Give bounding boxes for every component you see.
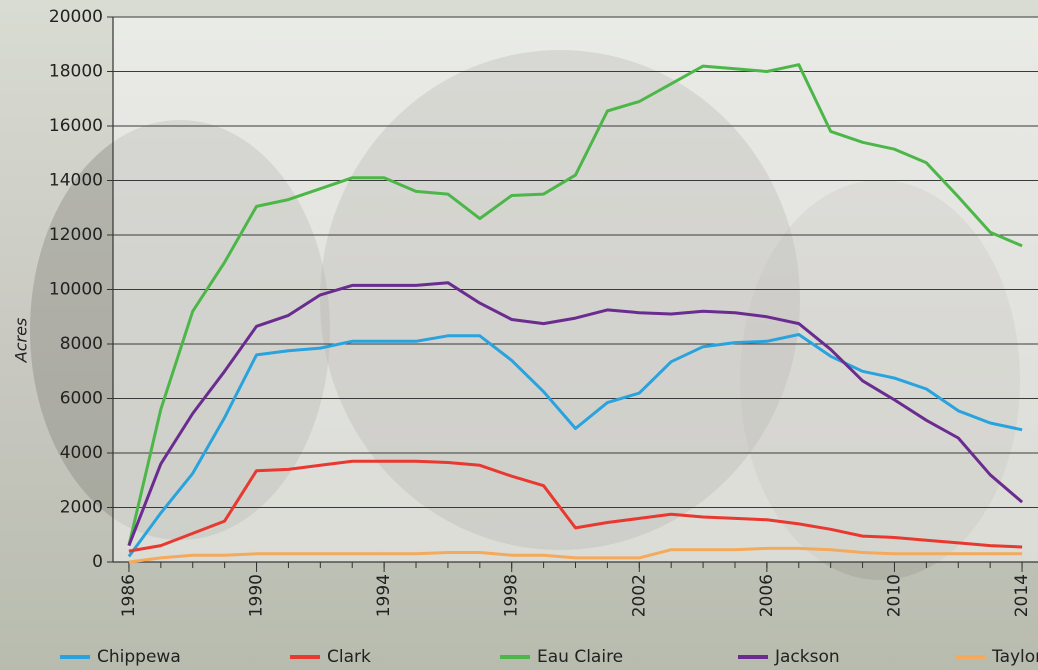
- legend-label: Jackson: [774, 647, 840, 667]
- x-tick-label: 1998: [502, 574, 522, 617]
- legend-label: Eau Claire: [537, 647, 623, 667]
- x-tick-label: 1994: [374, 574, 394, 617]
- y-axis-label: Acres: [12, 318, 31, 364]
- x-tick-label: 1986: [119, 574, 139, 617]
- chart: Acres 0 2000 4000 6000 8000 10000 12000 14000 16…: [0, 0, 1038, 670]
- x-tick-label: 2006: [757, 574, 777, 617]
- x-tick-label: 1990: [247, 574, 267, 617]
- x-tick-label: 2002: [629, 574, 649, 617]
- y-tick-label: 12000: [49, 225, 103, 245]
- y-tick-label: 16000: [49, 116, 103, 136]
- y-tick-label: 20000: [49, 7, 103, 27]
- y-tick-label: 2000: [60, 498, 103, 518]
- x-tick-label: 2014: [1012, 574, 1032, 617]
- y-tick-label: 18000: [49, 62, 103, 82]
- y-tick-label: 6000: [60, 389, 103, 409]
- legend-label: Clark: [327, 647, 371, 667]
- y-tick-label: 10000: [49, 280, 103, 300]
- y-tick-label: 8000: [60, 334, 103, 354]
- x-tick-label: 2010: [884, 574, 904, 617]
- legend-label: Chippewa: [97, 647, 181, 667]
- y-tick-label: 14000: [49, 171, 103, 191]
- y-tick-label: 0: [92, 552, 103, 572]
- legend-label: Taylor: [991, 647, 1038, 667]
- y-tick-label: 4000: [60, 443, 103, 463]
